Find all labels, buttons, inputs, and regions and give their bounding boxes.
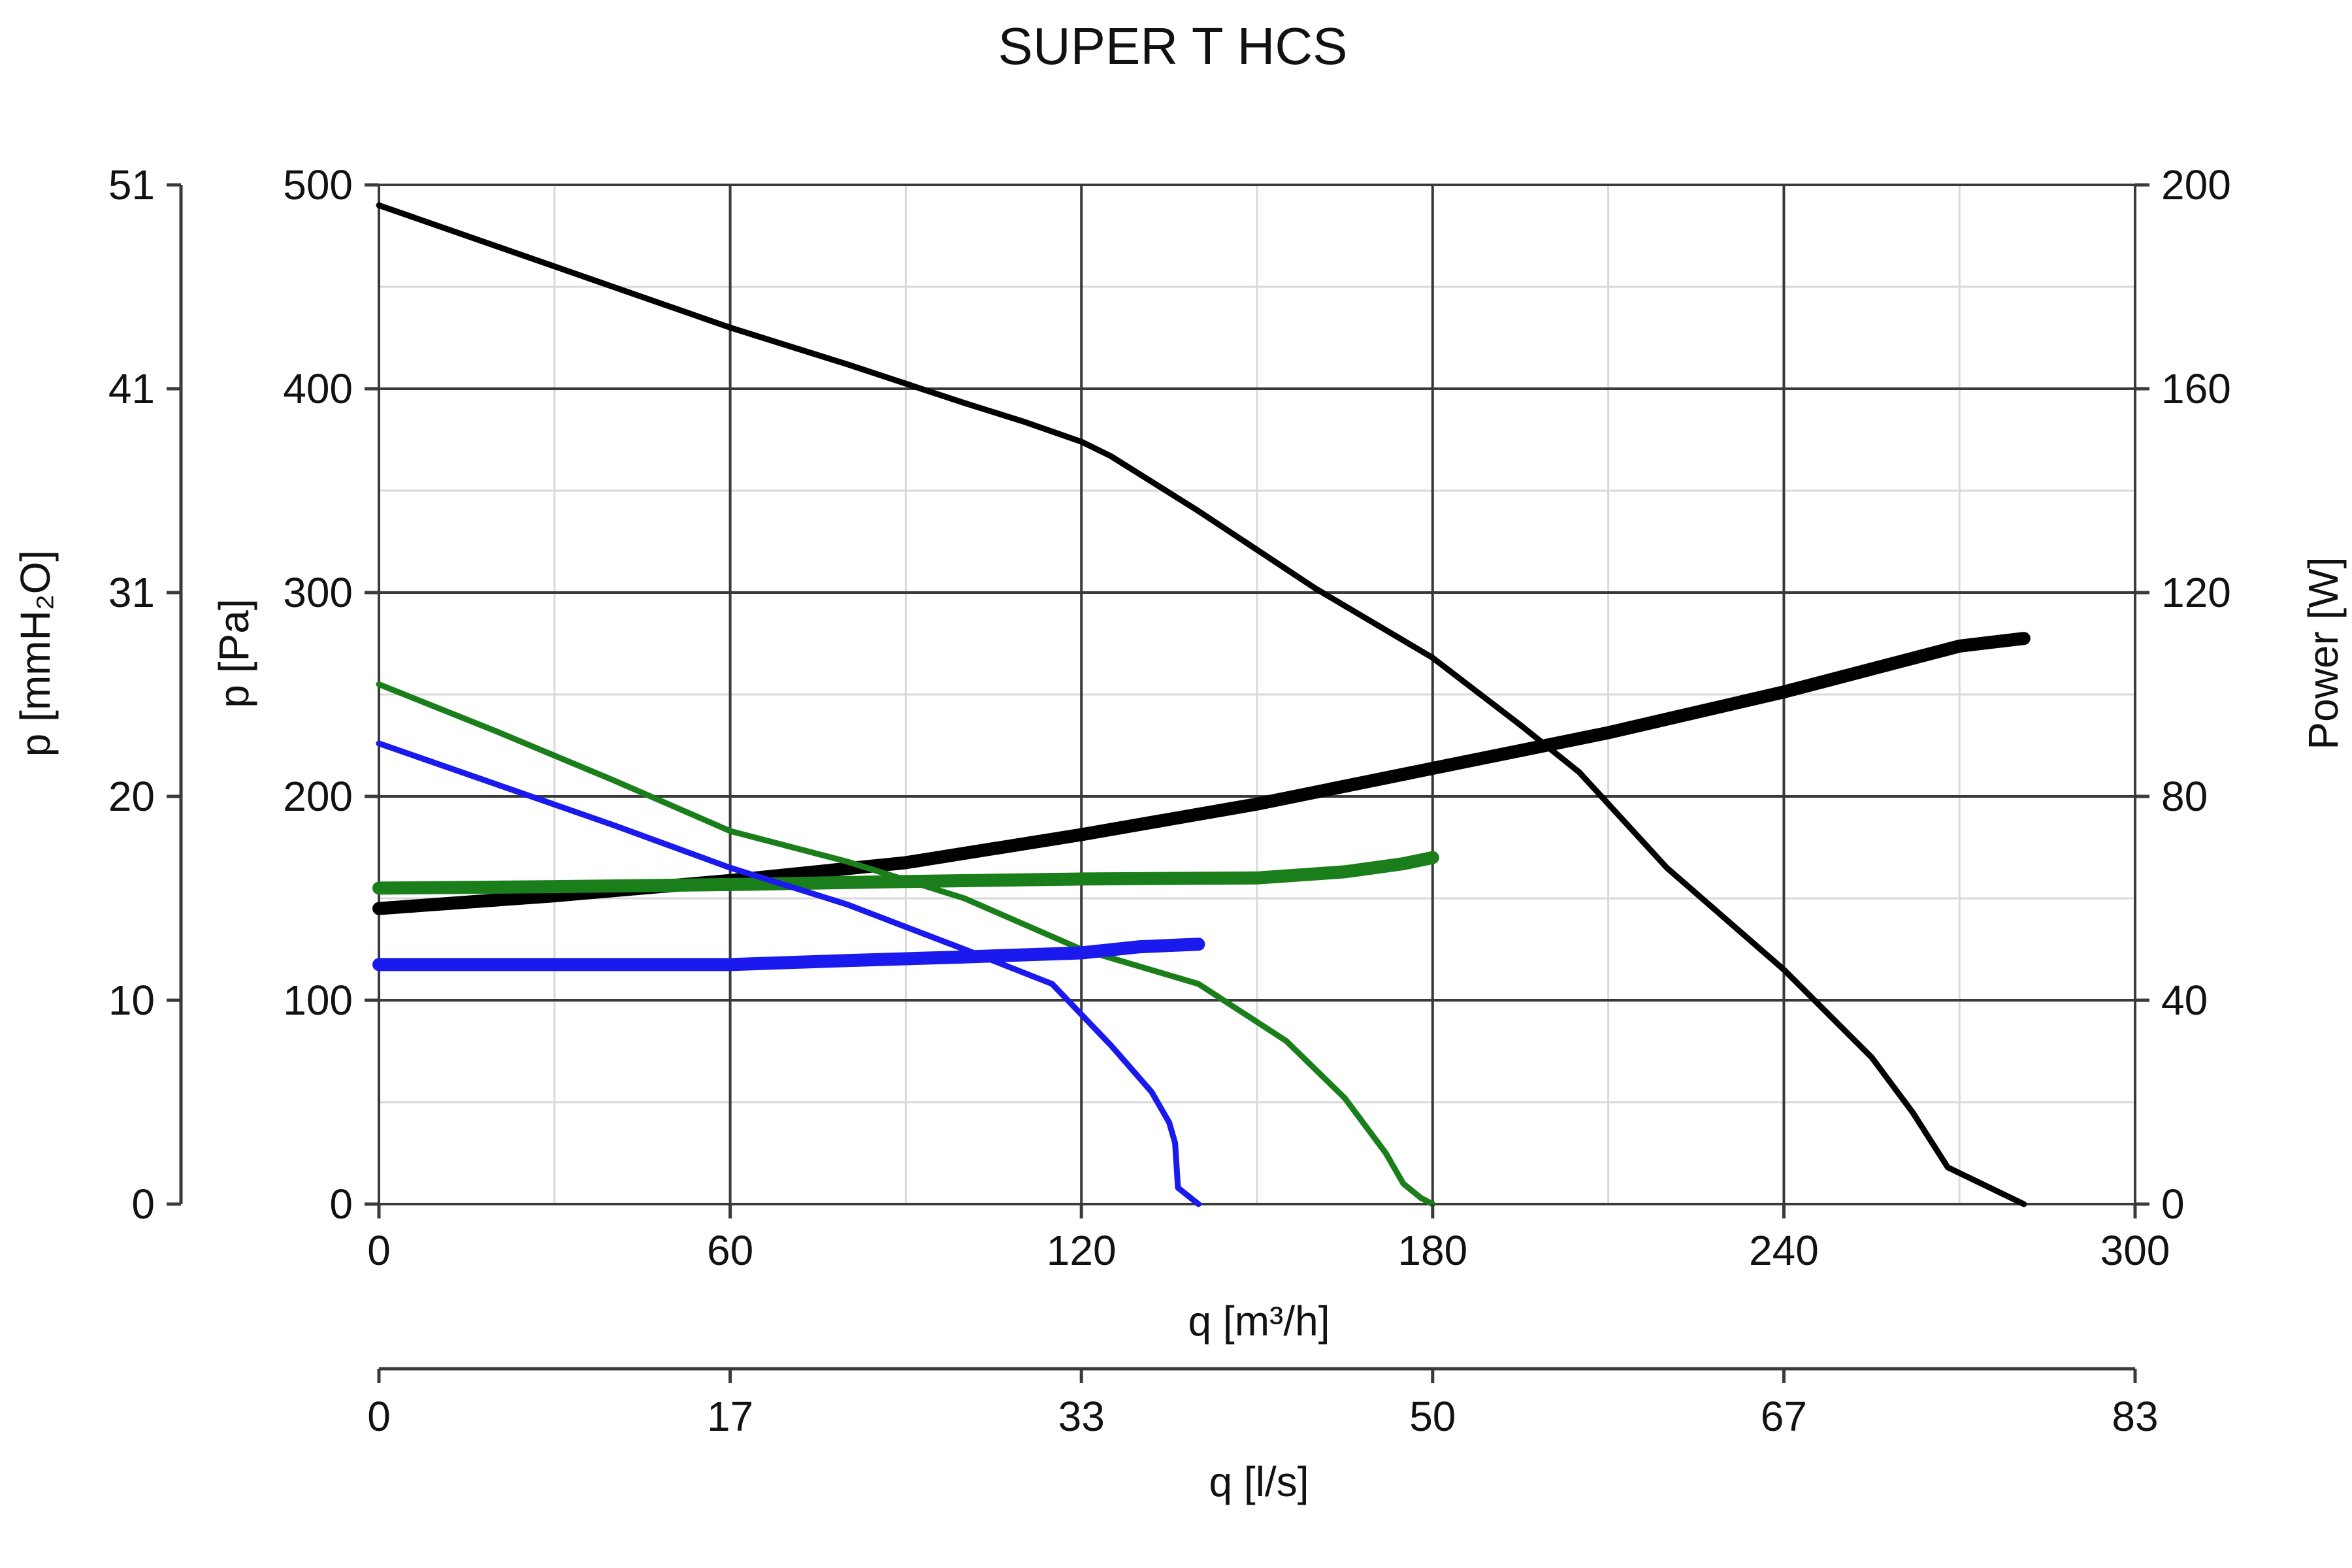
x2-tick-label: 50	[1409, 1393, 1456, 1440]
green-power-curve	[372, 851, 1439, 895]
y3-axis-label: Power [W]	[2300, 557, 2347, 749]
x2-tick-label: 0	[367, 1393, 391, 1440]
y-tick-label: 500	[283, 161, 353, 208]
x-tick-label: 240	[1749, 1227, 1819, 1274]
y3-tick-label: 0	[2161, 1181, 2185, 1228]
axes-layer	[167, 183, 2149, 1383]
major-grid	[378, 184, 2136, 1205]
y2-axis-label: p [mmH₂O]	[12, 550, 59, 757]
y3-tick-label: 200	[2161, 161, 2231, 208]
x2-axis-label: q [l/s]	[1209, 1458, 1309, 1505]
x2-tick-label: 17	[707, 1393, 753, 1440]
series-layer	[372, 202, 2031, 1207]
y2-tick-label: 20	[108, 773, 155, 820]
y2-tick-label: 41	[108, 365, 155, 412]
x-tick-label: 0	[367, 1227, 391, 1274]
y-tick-label: 0	[329, 1181, 353, 1228]
green-pressure-curve	[376, 681, 1436, 1207]
y2-tick-label: 0	[131, 1181, 155, 1228]
y2-tick-label: 31	[108, 569, 155, 616]
y-tick-label: 300	[283, 569, 353, 616]
black-power-curve	[372, 632, 2031, 915]
y3-tick-label: 80	[2161, 773, 2208, 820]
x-axis-label: q [m³/h]	[1188, 1298, 1330, 1345]
y-tick-label: 400	[283, 365, 353, 412]
y-tick-label: 100	[283, 977, 353, 1024]
x2-tick-label: 67	[1761, 1393, 1807, 1440]
y2-tick-label: 10	[108, 977, 155, 1024]
blue-pressure-curve	[376, 740, 1201, 1207]
y2-tick-label: 51	[108, 161, 155, 208]
x-tick-label: 60	[707, 1227, 753, 1274]
y-tick-label: 200	[283, 773, 353, 820]
y-axis-label: p [Pa]	[210, 598, 257, 708]
x2-tick-label: 33	[1058, 1393, 1105, 1440]
x-tick-label: 180	[1397, 1227, 1467, 1274]
x2-tick-label: 83	[2112, 1393, 2158, 1440]
y3-tick-label: 120	[2161, 569, 2231, 616]
blue-power-curve	[372, 938, 1205, 972]
minor-grid	[379, 185, 2135, 1204]
black-pressure-curve	[376, 202, 2027, 1207]
x-tick-label: 300	[2100, 1227, 2170, 1274]
y3-tick-label: 160	[2161, 365, 2231, 412]
x-tick-label: 120	[1047, 1227, 1117, 1274]
chart-title: SUPER T HCS	[998, 17, 1348, 75]
y3-tick-label: 40	[2161, 977, 2208, 1024]
